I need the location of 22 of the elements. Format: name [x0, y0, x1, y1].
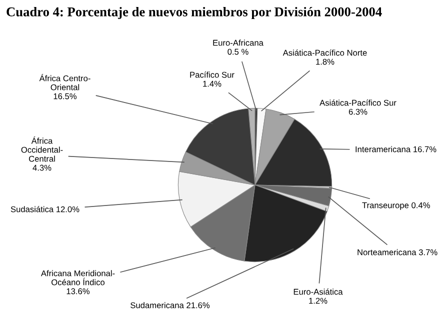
slice-label: Pacífico Sur — [190, 72, 234, 78]
chart-title: Cuadro 4: Porcentaje de nuevos miembros por División 2000-2004 — [6, 6, 382, 20]
slice-label: África Occidental- Central — [21, 136, 63, 162]
slice-label: Asiática-Pacífico Sur — [320, 100, 396, 106]
slice-label: Euro-Africana — [213, 40, 264, 46]
data-label: 13.6% — [66, 288, 90, 294]
slice-label: Interamericana 16.7% — [356, 146, 436, 152]
slice-label: Sudasiática 12.0% — [10, 206, 80, 212]
slice-label: Transeurope 0.4% — [362, 202, 430, 210]
slice-label: Africana Meridional- Océano Índico — [40, 270, 115, 286]
data-label: 1.2% — [309, 298, 328, 304]
data-label: 16.5% — [54, 93, 77, 100]
data-label: 1.4% — [203, 80, 222, 87]
slice-label: África Centro- Oriental — [39, 74, 90, 90]
data-label: 4.3% — [32, 164, 52, 171]
data-label: 0.5 % — [228, 48, 248, 55]
slice-label: Euro-Asiática — [294, 288, 343, 295]
data-label: 1.8% — [316, 58, 334, 65]
slice-label: Sudamericana 21.6% — [130, 302, 210, 308]
slice-label: Norteamericana 3.7% — [358, 249, 438, 256]
slice-label: Asiática-Pacífico Norte — [282, 50, 367, 56]
data-label: 6.3% — [348, 108, 368, 115]
